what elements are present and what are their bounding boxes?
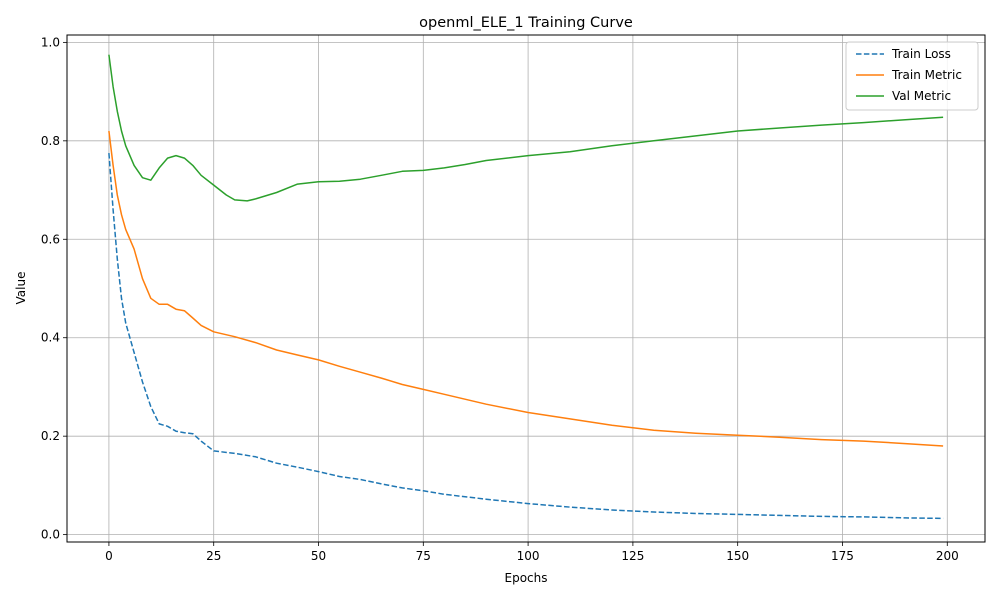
x-axis-title: Epochs [505, 571, 548, 585]
plot-frame [66, 34, 986, 543]
series-line-val-metric [108, 54, 944, 202]
axis-ticks: 0 25 50 75 100 125 150 175 200 0.0 0.2 0.4 0.6 0.8 1.0 [41, 35, 959, 563]
x-tick-label: 150 [726, 549, 749, 563]
y-tick-label: 0.4 [41, 331, 60, 345]
x-tick-label: 75 [416, 549, 431, 563]
y-tick-label: 0.6 [41, 232, 60, 246]
x-tick-label: 50 [311, 549, 326, 563]
x-tick-label: 100 [517, 549, 540, 563]
series-line-train-metric [108, 130, 944, 447]
legend-label-val-metric: Val Metric [892, 89, 951, 103]
x-tick-label: 125 [621, 549, 644, 563]
y-tick-label: 1.0 [41, 35, 60, 49]
legend-label-train-metric: Train Metric [891, 68, 962, 82]
x-tick-label: 25 [206, 549, 221, 563]
series-lines [108, 54, 944, 520]
x-tick-label: 200 [936, 549, 959, 563]
x-tick-label: 175 [831, 549, 854, 563]
y-axis-title: Value [14, 272, 28, 305]
y-tick-label: 0.0 [41, 528, 60, 542]
y-tick-label: 0.8 [41, 134, 60, 148]
series-line-train-loss [108, 153, 944, 520]
legend-box [845, 41, 979, 111]
chart-title: openml_ELE_1 Training Curve [419, 15, 633, 31]
legend-label-train-loss: Train Loss [891, 47, 951, 61]
legend: Train Loss Train Metric Val Metric [845, 41, 979, 111]
y-tick-label: 0.2 [41, 429, 60, 443]
grid-lines [67, 35, 985, 542]
x-tick-label: 0 [105, 549, 113, 563]
